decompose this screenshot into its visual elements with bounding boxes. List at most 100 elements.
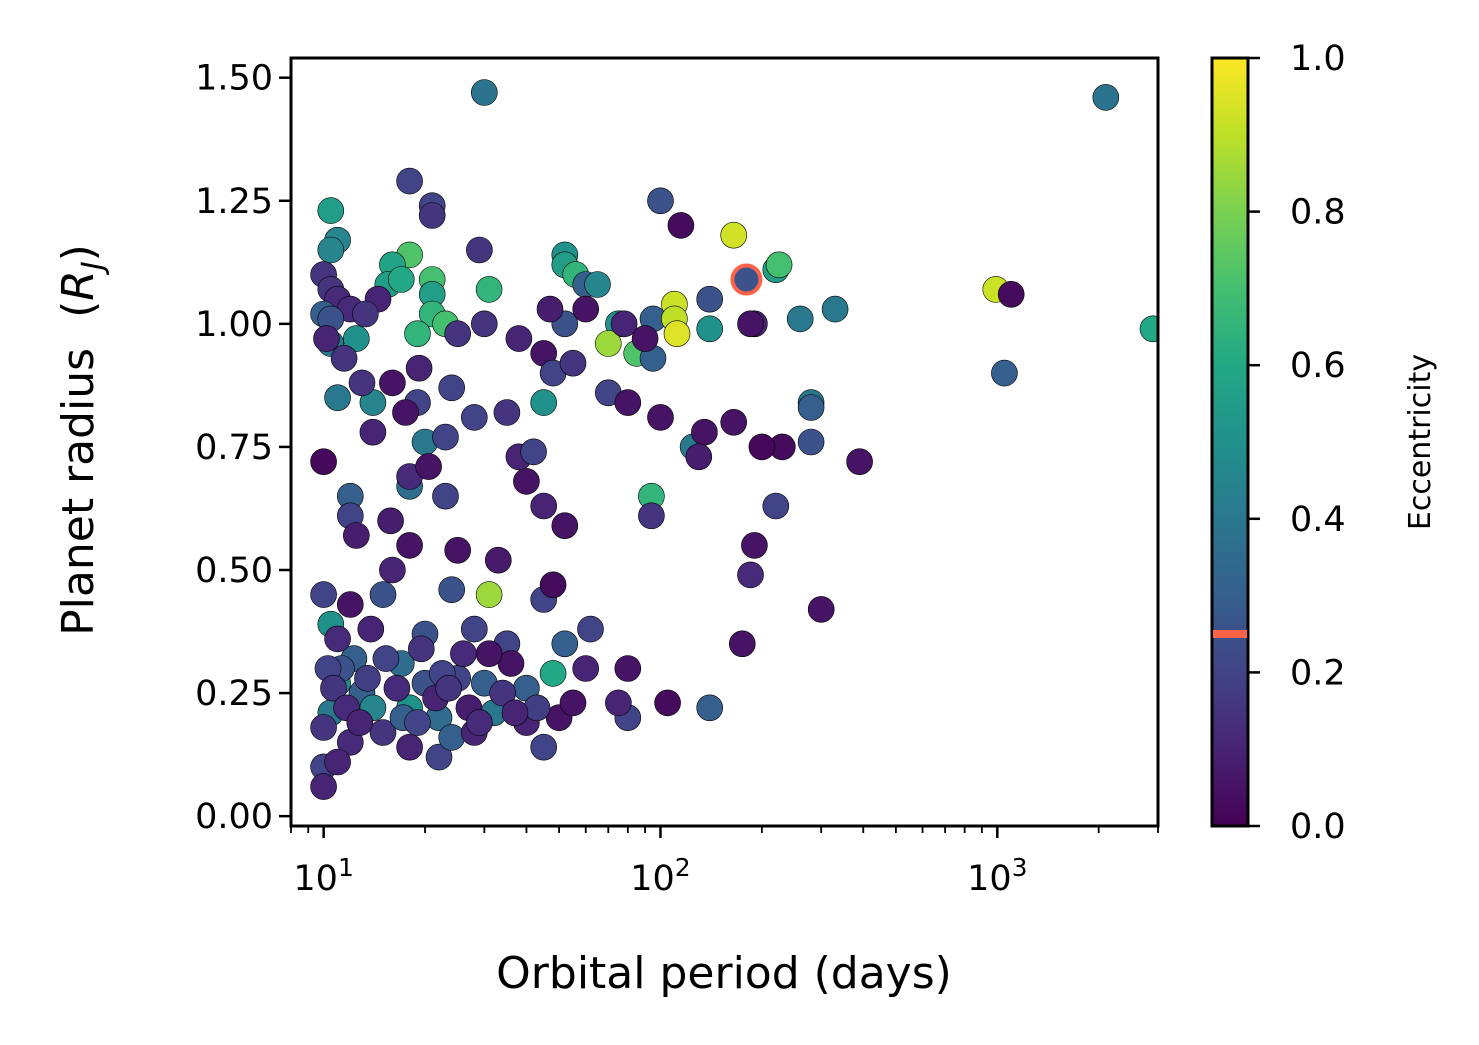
data-point xyxy=(493,399,521,426)
x-axis: 101 102 103 xyxy=(290,826,1159,899)
colorbar-tick-label: 0.8 xyxy=(1290,193,1346,233)
data-point xyxy=(667,212,695,239)
data-point xyxy=(324,625,351,653)
y-tick-label: 0.75 xyxy=(195,428,273,468)
plot-frame xyxy=(289,56,1160,828)
data-point xyxy=(1092,84,1120,111)
colorbar-tick-label: 0.6 xyxy=(1290,346,1346,386)
data-point xyxy=(539,660,567,687)
data-point xyxy=(520,438,547,466)
data-point xyxy=(551,630,579,658)
data-point xyxy=(310,448,337,476)
data-point xyxy=(530,492,558,520)
y-tick-label: 0.50 xyxy=(195,551,273,591)
data-point xyxy=(324,384,351,412)
data-point xyxy=(797,428,825,456)
data-point xyxy=(346,709,374,736)
data-points xyxy=(310,79,1158,800)
data-point xyxy=(605,689,632,717)
y-axis-unit-close: ) xyxy=(53,244,104,261)
data-point xyxy=(737,310,764,338)
data-point xyxy=(354,664,381,692)
data-point xyxy=(379,369,406,397)
data-point xyxy=(379,556,406,584)
data-point xyxy=(470,310,498,338)
data-point xyxy=(484,546,512,574)
data-point xyxy=(821,295,849,323)
data-point xyxy=(404,320,431,348)
data-point xyxy=(647,404,674,431)
data-point xyxy=(357,615,385,643)
data-point xyxy=(432,423,459,451)
data-point xyxy=(631,325,659,352)
data-point xyxy=(501,699,529,727)
svg-text:Planet radius(RJ): Planet radius(RJ) xyxy=(53,244,111,636)
data-point xyxy=(762,492,790,520)
y-tick-label: 1.50 xyxy=(195,59,273,99)
data-point xyxy=(685,443,713,471)
data-point xyxy=(336,591,364,618)
data-point xyxy=(513,468,540,495)
data-point xyxy=(720,221,748,249)
data-point xyxy=(786,305,814,333)
data-point xyxy=(383,674,411,702)
data-point xyxy=(539,571,567,599)
data-point xyxy=(991,359,1018,387)
data-point xyxy=(444,320,472,348)
colorbar-tick-label: 1.0 xyxy=(1290,39,1346,79)
data-point xyxy=(407,635,435,663)
data-point xyxy=(696,315,724,343)
data-point xyxy=(404,709,431,736)
colorbar-tick-label: 0.2 xyxy=(1290,653,1346,693)
colorbar-tick-label: 0.4 xyxy=(1290,500,1346,540)
data-point xyxy=(418,202,446,229)
data-point xyxy=(320,674,347,702)
data-point xyxy=(559,689,587,717)
data-point xyxy=(572,655,600,682)
data-point xyxy=(310,581,337,608)
data-point xyxy=(577,615,604,643)
colorbar-title: Eccentricity xyxy=(1403,354,1438,530)
y-axis: 0.00 0.25 0.50 0.75 1.00 1.25 1.50 xyxy=(195,59,291,837)
data-point xyxy=(475,581,503,608)
data-point xyxy=(523,694,551,722)
highlighted-point xyxy=(730,263,763,296)
colorbar-ticks: 0.0 0.2 0.4 0.6 0.8 1.0 xyxy=(1248,39,1346,847)
data-point xyxy=(638,502,665,530)
colorbar-tick-label: 0.0 xyxy=(1290,807,1346,847)
data-point xyxy=(470,79,498,106)
data-point xyxy=(396,733,423,761)
data-point xyxy=(432,482,459,510)
data-point xyxy=(614,655,642,682)
data-point xyxy=(438,724,466,751)
data-point xyxy=(317,236,345,264)
data-point xyxy=(647,187,674,215)
x-tick-label: 101 xyxy=(293,853,353,899)
data-point xyxy=(348,369,376,397)
data-point xyxy=(475,276,503,303)
y-tick-label: 0.00 xyxy=(195,797,273,837)
data-point xyxy=(396,532,423,559)
data-point xyxy=(377,507,404,535)
data-point xyxy=(405,354,433,382)
data-point xyxy=(460,615,488,643)
data-point xyxy=(438,374,466,402)
data-point xyxy=(748,433,776,461)
data-point xyxy=(1139,315,1158,343)
x-tick-label: 103 xyxy=(967,853,1027,899)
data-point xyxy=(392,399,419,426)
data-point xyxy=(551,512,579,540)
data-point xyxy=(450,640,477,668)
data-point xyxy=(572,295,600,323)
colorbar-highlight-marker xyxy=(1213,630,1247,638)
data-point xyxy=(720,408,748,436)
data-point xyxy=(372,645,400,672)
x-axis-title: Orbital period (days) xyxy=(496,948,952,999)
data-point xyxy=(846,448,873,476)
data-point xyxy=(559,349,587,377)
data-point xyxy=(387,266,415,293)
data-point xyxy=(610,310,638,338)
data-point xyxy=(530,733,558,761)
data-point xyxy=(765,251,793,279)
